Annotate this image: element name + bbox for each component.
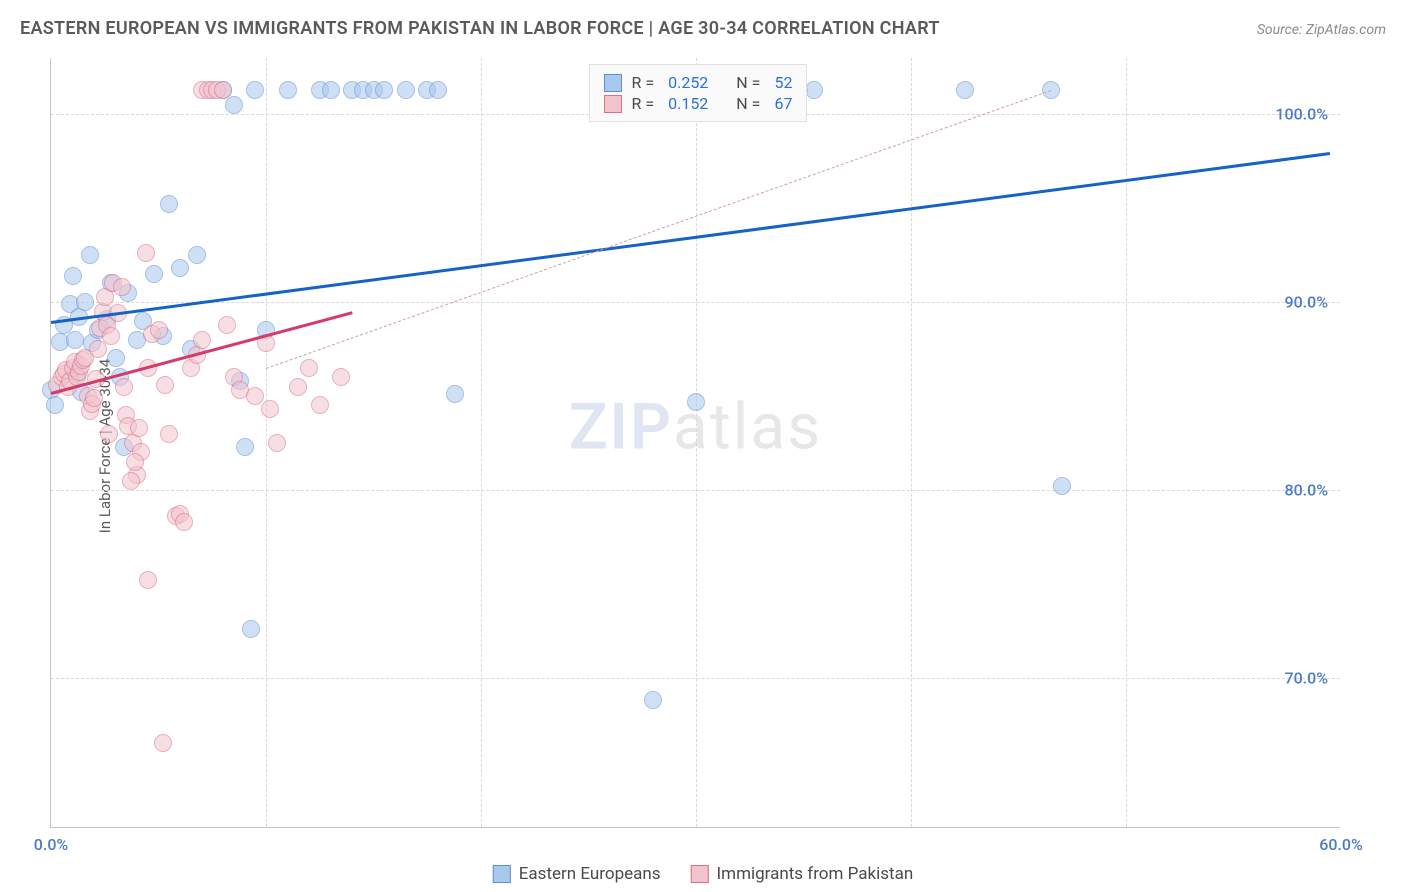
data-point	[156, 376, 174, 394]
y-tick-label: 90.0%	[1284, 293, 1328, 312]
n-value: 52	[774, 73, 792, 92]
data-point	[225, 96, 243, 114]
y-tick-label: 70.0%	[1284, 668, 1328, 687]
data-point	[122, 472, 140, 490]
watermark-zip: ZIP	[569, 390, 673, 465]
trend-line	[266, 90, 1051, 369]
data-point	[145, 265, 163, 283]
data-point	[171, 259, 189, 277]
data-point	[375, 81, 393, 99]
data-point	[107, 349, 125, 367]
data-point	[956, 81, 974, 99]
data-point	[311, 396, 329, 414]
data-point	[446, 385, 464, 403]
data-point	[160, 425, 178, 443]
x-tick-label: 60.0%	[1319, 835, 1363, 854]
data-point	[246, 387, 264, 405]
data-point	[246, 81, 264, 99]
source-attribution: Source: ZipAtlas.com	[1257, 22, 1386, 38]
data-point	[218, 316, 236, 334]
gridline-v	[1126, 58, 1127, 827]
r-value: 0.252	[668, 73, 708, 92]
data-point	[1053, 477, 1071, 495]
data-point	[150, 321, 168, 339]
data-point	[126, 453, 144, 471]
plot-area: ZIPatlas 70.0%80.0%90.0%100.0%0.0%60.0%R…	[50, 58, 1340, 828]
data-point	[242, 620, 260, 638]
data-point	[76, 293, 94, 311]
data-point	[130, 419, 148, 437]
data-point	[175, 513, 193, 531]
data-point	[193, 331, 211, 349]
x-tick-label: 0.0%	[34, 835, 68, 854]
r-value: 0.152	[668, 94, 708, 113]
legend-swatch	[493, 865, 511, 883]
correlation-legend: R = 0.252 N = 52 R = 0.152 N = 67	[589, 64, 808, 122]
gridline-v	[911, 58, 912, 827]
n-label: N =	[736, 94, 760, 113]
trend-line	[51, 152, 1331, 324]
n-label: N =	[736, 73, 760, 92]
r-label: R =	[632, 73, 655, 92]
data-point	[300, 359, 318, 377]
data-point	[289, 378, 307, 396]
series-legend-item: Eastern Europeans	[493, 864, 661, 884]
data-point	[214, 81, 232, 99]
title-bar: EASTERN EUROPEAN VS IMMIGRANTS FROM PAKI…	[20, 18, 1386, 39]
n-value: 67	[774, 94, 792, 113]
chart-title: EASTERN EUROPEAN VS IMMIGRANTS FROM PAKI…	[20, 18, 940, 39]
data-point	[188, 246, 206, 264]
data-point	[322, 81, 340, 99]
data-point	[397, 81, 415, 99]
series-legend-label: Immigrants from Pakistan	[717, 864, 914, 884]
data-point	[429, 81, 447, 99]
data-point	[644, 691, 662, 709]
gridline-v	[481, 58, 482, 827]
data-point	[687, 393, 705, 411]
data-point	[102, 327, 120, 345]
data-point	[279, 81, 297, 99]
legend-swatch	[604, 74, 622, 92]
y-tick-label: 100.0%	[1275, 105, 1328, 124]
correlation-legend-row: R = 0.252 N = 52	[604, 73, 793, 92]
y-tick-label: 80.0%	[1284, 480, 1328, 499]
data-point	[115, 378, 133, 396]
data-point	[85, 389, 103, 407]
gridline-v	[696, 58, 697, 827]
data-point	[268, 434, 286, 452]
data-point	[66, 331, 84, 349]
series-legend-label: Eastern Europeans	[519, 864, 661, 884]
data-point	[332, 368, 350, 386]
data-point	[81, 246, 99, 264]
legend-swatch	[604, 95, 622, 113]
data-point	[261, 400, 279, 418]
data-point	[805, 81, 823, 99]
legend-bottom: Eastern Europeans Immigrants from Pakista…	[493, 864, 913, 884]
data-point	[46, 396, 64, 414]
series-legend-item: Immigrants from Pakistan	[691, 864, 914, 884]
data-point	[154, 734, 172, 752]
correlation-legend-row: R = 0.152 N = 67	[604, 94, 793, 113]
legend-swatch	[691, 865, 709, 883]
data-point	[64, 267, 82, 285]
data-point	[139, 571, 157, 589]
data-point	[236, 438, 254, 456]
data-point	[113, 278, 131, 296]
data-point	[137, 244, 155, 262]
r-label: R =	[632, 94, 655, 113]
data-point	[160, 195, 178, 213]
data-point	[100, 425, 118, 443]
